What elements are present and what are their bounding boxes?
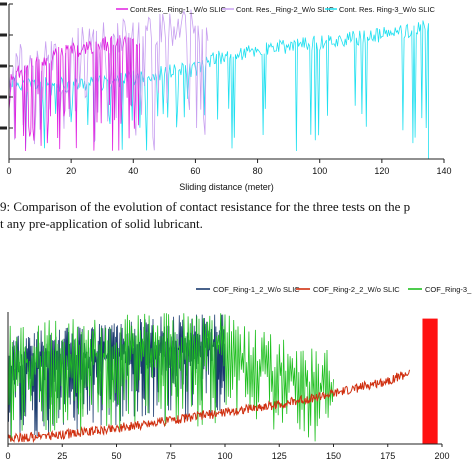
legend-label-3: Cont. Res. Ring-3_W/o SLIC (339, 5, 435, 14)
x-tick-label-5: 125 (272, 451, 287, 461)
x-tick-label-7: 175 (380, 451, 395, 461)
series-line-2 (8, 9, 209, 151)
series-line-3 (7, 313, 334, 442)
series-2-end-block (422, 318, 438, 444)
x-tick-label-6: 150 (326, 451, 341, 461)
contact-resistance-chart: 0 20 40 60 80 100 120 140 Sliding distance (mete… (0, 2, 452, 192)
series-line-1 (8, 35, 140, 152)
y-tick-label-fragment-1 (0, 95, 7, 99)
x-tick-label-1: 20 (66, 166, 76, 176)
x-tick-label-0: 0 (6, 166, 11, 176)
legend-label-3: COF_Ring-3_ (425, 285, 472, 294)
legend-label-2: Cont. Res._Ring-2_W/o SLIC (236, 5, 335, 14)
x-tick-label-6: 120 (374, 166, 389, 176)
y-tick-label-fragment-0 (0, 126, 7, 130)
friction-coefficient-chart: 0 25 50 75 100 125 150 175 200 COF_Ring-1_2_W/o S… (5, 285, 472, 461)
x-tick-label-7: 140 (436, 166, 451, 176)
x-tick-label-1: 25 (57, 451, 67, 461)
legend-label-1: Cont.Res._Ring-1_W/o SLIC (130, 5, 226, 14)
x-tick-label-8: 200 (434, 451, 449, 461)
series-line-2 (7, 369, 410, 444)
x-tick-label-3: 60 (190, 166, 200, 176)
y-tick-label-fragment-2 (0, 64, 7, 68)
x-tick-label-5: 100 (312, 166, 327, 176)
y-tick-label-fragment-4 (0, 2, 7, 6)
x-tick-label-3: 75 (166, 451, 176, 461)
x-tick-label-4: 80 (253, 166, 263, 176)
x-axis-label: Sliding distance (meter) (179, 182, 274, 192)
x-tick-label-4: 100 (217, 451, 232, 461)
y-tick-label-fragment-3 (0, 33, 7, 37)
legend-label-1: COF_Ring-1_2_W/o SLIC (213, 285, 300, 294)
figure-caption-line-1: 9: Comparison of the evolution of contac… (0, 199, 411, 214)
legend-label-2: COF_Ring-2_2_W/o SLIC (313, 285, 400, 294)
x-tick-label-2: 40 (128, 166, 138, 176)
x-tick-label-0: 0 (5, 451, 10, 461)
figure-caption-line-2: t any pre-application of solid lubricant… (0, 216, 203, 231)
x-tick-label-2: 50 (111, 451, 121, 461)
